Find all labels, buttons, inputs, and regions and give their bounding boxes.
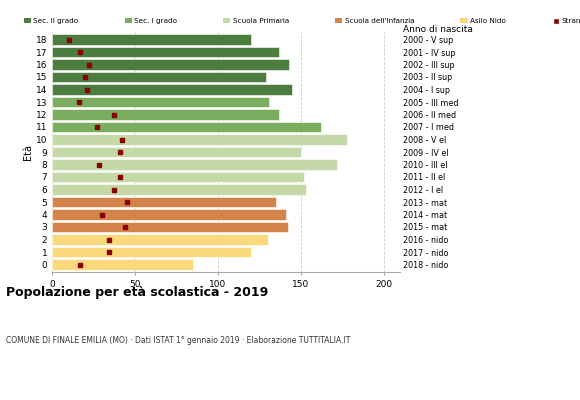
Bar bbox=[52, 184, 306, 195]
Bar bbox=[52, 134, 347, 145]
Bar bbox=[52, 234, 267, 245]
Bar bbox=[52, 159, 337, 170]
Bar bbox=[52, 84, 292, 95]
Text: Popolazione per età scolastica - 2019: Popolazione per età scolastica - 2019 bbox=[6, 286, 268, 299]
Text: COMUNE DI FINALE EMILIA (MO) · Dati ISTAT 1° gennaio 2019 · Elaborazione TUTTITA: COMUNE DI FINALE EMILIA (MO) · Dati ISTA… bbox=[6, 336, 350, 345]
Legend: Sec. II grado, Sec. I grado, Scuola Primaria, Scuola dell'Infanzia, Asilo Nido, : Sec. II grado, Sec. I grado, Scuola Prim… bbox=[21, 15, 580, 27]
Bar bbox=[52, 59, 289, 70]
Bar bbox=[52, 109, 279, 120]
Bar bbox=[52, 122, 321, 132]
Bar bbox=[52, 209, 286, 220]
Bar bbox=[52, 247, 251, 257]
Bar bbox=[52, 259, 193, 270]
Bar bbox=[52, 172, 304, 182]
Y-axis label: Età: Età bbox=[23, 144, 33, 160]
Bar bbox=[52, 222, 288, 232]
Bar bbox=[52, 197, 276, 207]
Bar bbox=[52, 47, 279, 57]
Text: Anno di nascita: Anno di nascita bbox=[403, 25, 473, 34]
Bar bbox=[52, 97, 269, 107]
Bar bbox=[52, 147, 301, 157]
Bar bbox=[52, 34, 251, 45]
Bar bbox=[52, 72, 266, 82]
